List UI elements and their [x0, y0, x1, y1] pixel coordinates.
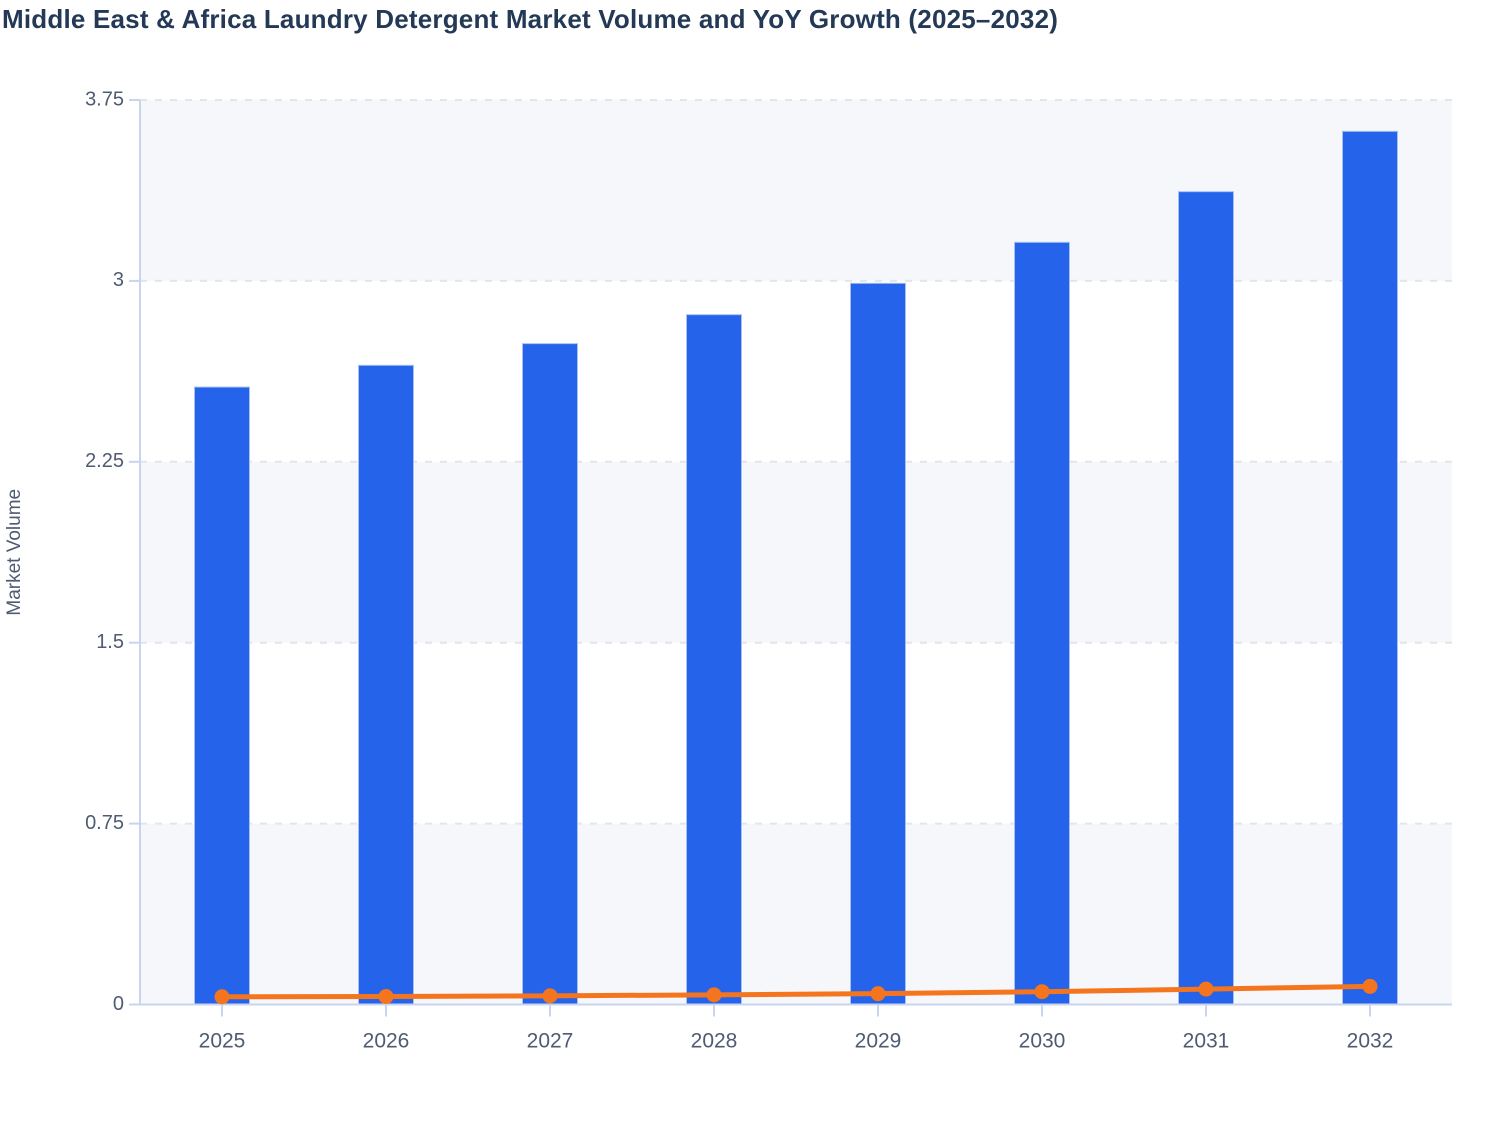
y-tick-label: 2.25: [85, 450, 124, 472]
x-tick-label: 2028: [691, 1030, 738, 1053]
bar-2026[interactable]: [358, 364, 414, 1005]
y-tick-label: 0: [113, 993, 124, 1015]
bar-2030[interactable]: [1014, 241, 1070, 1006]
x-tick-label: 2025: [199, 1030, 246, 1053]
x-tick-label: 2026: [363, 1030, 410, 1053]
yoy-growth-marker-2032[interactable]: [1362, 978, 1378, 994]
plot-band: [140, 100, 1452, 281]
chart-title: Middle East & Africa Laundry Detergent M…: [2, 4, 1059, 34]
y-tick-label: 0.75: [85, 812, 124, 834]
x-tick-label: 2031: [1183, 1030, 1230, 1053]
y-tick-label: 1.5: [96, 631, 124, 653]
bar-2025[interactable]: [194, 386, 250, 1005]
yoy-growth-marker-2025[interactable]: [214, 989, 230, 1005]
bar-2028[interactable]: [686, 314, 742, 1005]
x-tick-label: 2029: [855, 1030, 902, 1053]
yoy-growth-marker-2026[interactable]: [378, 989, 394, 1005]
x-tick-label: 2032: [1347, 1030, 1394, 1053]
x-tick-label: 2030: [1019, 1030, 1066, 1053]
yoy-growth-marker-2031[interactable]: [1198, 981, 1214, 997]
bar-2029[interactable]: [850, 282, 906, 1005]
bar-2027[interactable]: [522, 343, 578, 1005]
x-tick-label: 2027: [527, 1030, 574, 1053]
y-tick-label: 3: [113, 269, 124, 291]
y-tick-label: 3.75: [85, 88, 124, 110]
yoy-growth-marker-2028[interactable]: [706, 987, 722, 1003]
yoy-growth-marker-2029[interactable]: [870, 986, 886, 1002]
yoy-growth-marker-2027[interactable]: [542, 988, 558, 1004]
plot-band: [140, 461, 1452, 643]
yoy-growth-marker-2030[interactable]: [1034, 984, 1050, 1000]
yoy-growth-line: [219, 983, 1373, 1000]
y-axis-title: Market Volume: [4, 489, 25, 616]
plot-band: [140, 823, 1452, 1005]
bar-2031[interactable]: [1178, 191, 1234, 1005]
bar-2032[interactable]: [1342, 130, 1398, 1005]
